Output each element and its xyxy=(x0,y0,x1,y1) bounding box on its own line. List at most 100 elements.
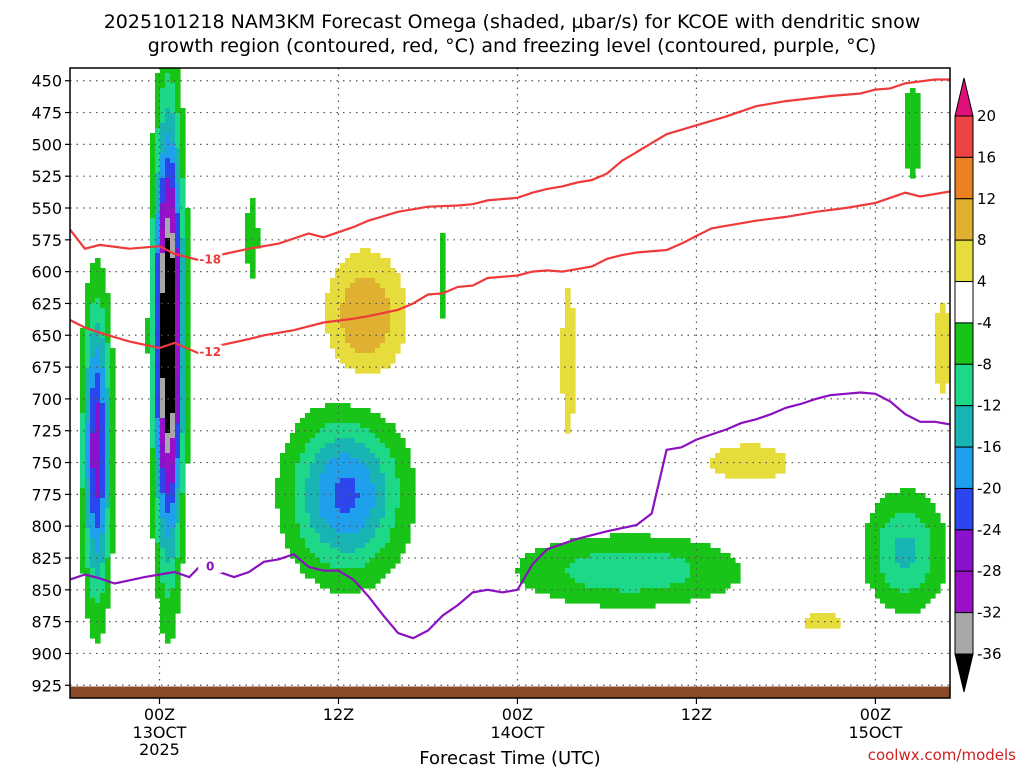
omega-cell xyxy=(165,128,171,134)
omega-cell xyxy=(910,538,916,544)
omega-cell xyxy=(155,478,161,484)
omega-cell xyxy=(375,313,381,319)
omega-cell xyxy=(150,383,156,389)
omega-cell xyxy=(165,253,171,259)
omega-cell xyxy=(335,513,341,519)
omega-cell xyxy=(390,478,396,484)
omega-cell xyxy=(330,408,336,414)
omega-cell xyxy=(295,433,301,439)
omega-cell xyxy=(155,173,161,179)
omega-cell xyxy=(640,593,646,599)
omega-cell xyxy=(80,563,86,569)
omega-cell xyxy=(370,508,376,514)
omega-cell xyxy=(595,548,601,554)
omega-cell xyxy=(900,563,906,569)
omega-cell xyxy=(355,468,361,474)
omega-cell xyxy=(160,608,166,614)
omega-cell xyxy=(355,278,361,284)
omega-cell xyxy=(375,518,381,524)
omega-cell xyxy=(370,258,376,264)
omega-cell xyxy=(165,583,171,589)
colorbar-label: -8 xyxy=(977,355,992,373)
omega-cell xyxy=(335,588,341,594)
omega-cell xyxy=(90,448,96,454)
omega-cell xyxy=(370,583,376,589)
y-tick-label: 700 xyxy=(31,390,62,409)
omega-cell xyxy=(350,568,356,574)
omega-cell xyxy=(565,428,571,434)
omega-cell xyxy=(565,578,571,584)
omega-cell xyxy=(395,488,401,494)
omega-cell xyxy=(100,403,106,409)
omega-cell xyxy=(105,598,111,604)
omega-cell xyxy=(315,568,321,574)
omega-cell xyxy=(370,448,376,454)
omega-cell xyxy=(315,493,321,499)
omega-cell xyxy=(390,553,396,559)
y-tick-label: 550 xyxy=(31,199,62,218)
omega-cell xyxy=(565,593,571,599)
omega-cell xyxy=(180,438,186,444)
omega-cell xyxy=(770,453,776,459)
omega-cell xyxy=(100,588,106,594)
omega-cell xyxy=(310,543,316,549)
omega-cell xyxy=(160,463,166,469)
omega-cell xyxy=(625,558,631,564)
omega-cell xyxy=(150,233,156,239)
omega-cell xyxy=(95,533,101,539)
omega-cell xyxy=(330,443,336,449)
omega-cell xyxy=(380,553,386,559)
omega-cell xyxy=(555,563,561,569)
omega-cell xyxy=(390,463,396,469)
omega-cell xyxy=(165,433,171,439)
omega-cell xyxy=(90,468,96,474)
omega-cell xyxy=(935,568,941,574)
omega-cell xyxy=(175,303,181,309)
omega-cell xyxy=(105,373,111,379)
omega-cell xyxy=(370,573,376,579)
omega-cell xyxy=(715,588,721,594)
omega-cell xyxy=(345,533,351,539)
omega-cell xyxy=(335,463,341,469)
omega-cell xyxy=(375,543,381,549)
omega-cell xyxy=(910,583,916,589)
omega-cell xyxy=(375,353,381,359)
omega-cell xyxy=(315,448,321,454)
omega-cell xyxy=(385,558,391,564)
omega-cell xyxy=(160,263,166,269)
omega-cell xyxy=(380,263,386,269)
omega-cell xyxy=(580,593,586,599)
omega-cell xyxy=(645,583,651,589)
omega-cell xyxy=(780,463,786,469)
omega-cell xyxy=(80,498,86,504)
omega-cell xyxy=(345,343,351,349)
omega-cell xyxy=(170,153,176,159)
omega-cell xyxy=(295,423,301,429)
omega-cell xyxy=(730,468,736,474)
omega-cell xyxy=(940,383,946,389)
omega-cell xyxy=(390,428,396,434)
omega-cell xyxy=(385,463,391,469)
omega-cell xyxy=(345,353,351,359)
omega-cell xyxy=(945,358,950,364)
omega-cell xyxy=(165,473,171,479)
omega-cell xyxy=(170,138,176,144)
omega-cell xyxy=(175,173,181,179)
omega-cell xyxy=(85,418,91,424)
omega-cell xyxy=(170,113,176,119)
omega-cell xyxy=(345,278,351,284)
omega-cell xyxy=(350,468,356,474)
omega-cell xyxy=(310,473,316,479)
omega-cell xyxy=(715,463,721,469)
omega-cell xyxy=(605,583,611,589)
omega-cell xyxy=(355,313,361,319)
omega-cell xyxy=(355,408,361,414)
omega-cell xyxy=(325,498,331,504)
omega-cell xyxy=(365,453,371,459)
omega-cell xyxy=(165,463,171,469)
omega-cell xyxy=(915,528,921,534)
omega-cell xyxy=(380,538,386,544)
omega-cell xyxy=(160,198,166,204)
omega-cell xyxy=(370,308,376,314)
omega-cell xyxy=(315,458,321,464)
